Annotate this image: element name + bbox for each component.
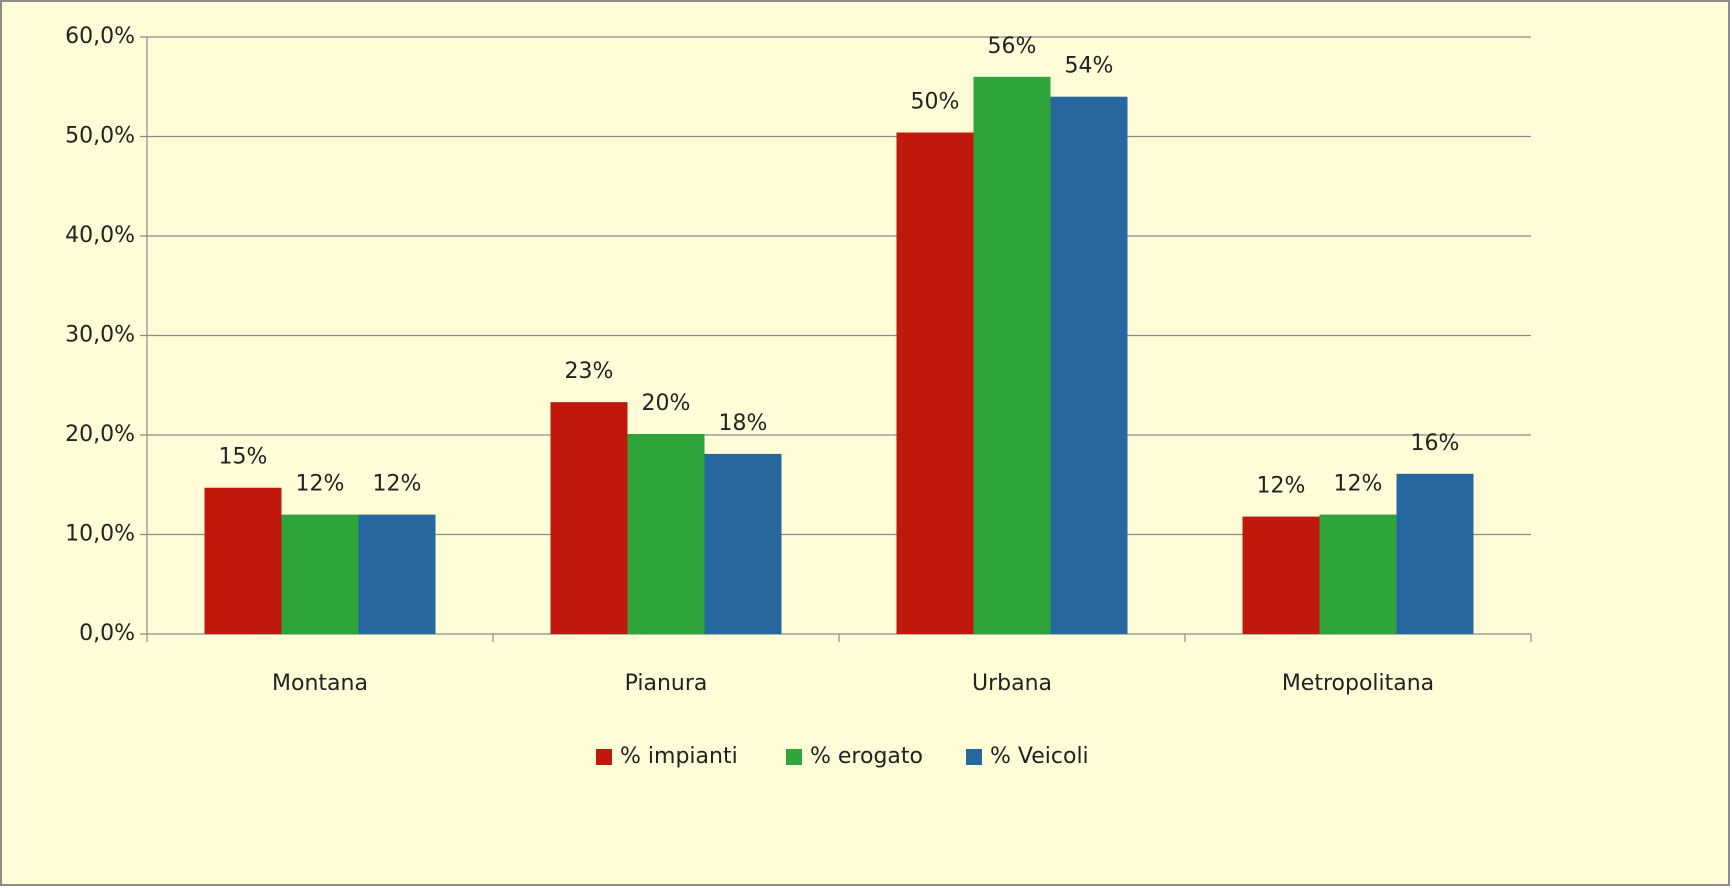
legend-label: % erogato <box>810 744 923 769</box>
bar <box>704 453 782 634</box>
bar <box>1050 96 1128 634</box>
bar <box>973 76 1051 635</box>
value-label: 12% <box>373 472 422 497</box>
y-tick-label: 20,0% <box>65 422 135 447</box>
value-label: 15% <box>219 445 268 470</box>
value-label: 54% <box>1065 54 1114 79</box>
bar <box>627 434 705 634</box>
value-label: 23% <box>565 359 614 384</box>
value-label: 20% <box>642 391 691 416</box>
x-tick-label: Pianura <box>625 671 708 696</box>
y-tick-label: 10,0% <box>65 522 135 547</box>
y-tick-label: 30,0% <box>65 323 135 348</box>
legend-label: % impianti <box>620 744 738 769</box>
y-tick-label: 40,0% <box>65 223 135 248</box>
value-label: 12% <box>1257 474 1306 499</box>
legend-swatch <box>596 749 612 765</box>
bar <box>281 514 359 634</box>
bar <box>204 487 282 634</box>
value-label: 56% <box>988 34 1037 59</box>
value-label: 12% <box>296 472 345 497</box>
value-label: 16% <box>1411 431 1460 456</box>
bar <box>1319 514 1397 634</box>
legend-swatch <box>966 749 982 765</box>
x-tick-label: Montana <box>272 671 368 696</box>
bar <box>1396 473 1474 634</box>
bar <box>1242 516 1320 634</box>
bar <box>896 132 974 634</box>
y-tick-label: 60,0% <box>65 24 135 49</box>
y-tick-label: 0,0% <box>79 621 135 646</box>
bar <box>550 402 628 634</box>
legend-swatch <box>786 749 802 765</box>
legend-label: % Veicoli <box>990 744 1089 769</box>
y-tick-label: 50,0% <box>65 124 135 149</box>
value-label: 50% <box>911 90 960 115</box>
value-label: 12% <box>1334 472 1383 497</box>
value-label: 18% <box>719 411 768 436</box>
x-tick-label: Metropolitana <box>1282 671 1434 696</box>
bar <box>358 514 436 634</box>
x-tick-label: Urbana <box>972 671 1052 696</box>
